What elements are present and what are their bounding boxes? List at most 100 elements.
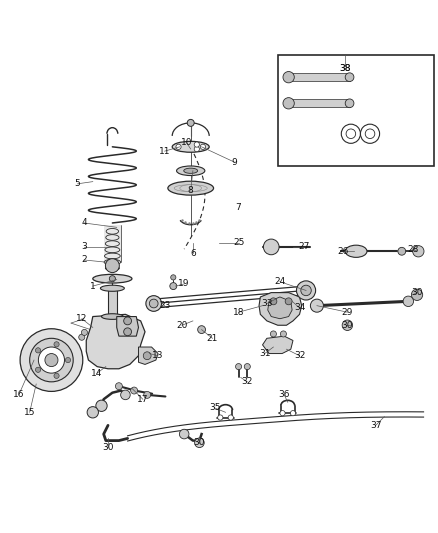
Circle shape [198, 326, 205, 334]
Circle shape [403, 296, 413, 306]
Text: 30: 30 [194, 438, 205, 447]
Circle shape [413, 246, 424, 257]
Ellipse shape [106, 229, 119, 234]
Text: 37: 37 [370, 421, 381, 430]
Text: 36: 36 [279, 390, 290, 399]
Text: 8: 8 [188, 186, 194, 195]
Circle shape [54, 373, 59, 378]
Text: 21: 21 [207, 334, 218, 343]
Text: 32: 32 [294, 351, 305, 360]
Text: 10: 10 [180, 138, 192, 147]
Polygon shape [117, 317, 138, 336]
Circle shape [106, 259, 119, 272]
Polygon shape [259, 293, 302, 325]
Ellipse shape [106, 235, 119, 240]
Ellipse shape [184, 168, 198, 173]
Text: 1: 1 [90, 281, 95, 290]
Circle shape [65, 358, 71, 362]
Circle shape [360, 124, 380, 143]
Polygon shape [268, 297, 292, 319]
Ellipse shape [106, 241, 120, 246]
Text: 38: 38 [339, 64, 351, 73]
Ellipse shape [105, 247, 120, 253]
Ellipse shape [100, 285, 124, 292]
Text: 30: 30 [102, 442, 114, 451]
Circle shape [79, 334, 85, 340]
Text: 12: 12 [76, 314, 88, 323]
Text: 29: 29 [342, 308, 353, 317]
Polygon shape [138, 347, 158, 365]
Circle shape [149, 299, 158, 308]
Circle shape [124, 328, 131, 336]
Circle shape [143, 352, 151, 360]
Text: 17: 17 [137, 395, 148, 403]
Text: 31: 31 [259, 349, 270, 358]
Circle shape [45, 353, 58, 367]
Circle shape [194, 142, 199, 147]
Circle shape [35, 367, 41, 373]
Circle shape [170, 282, 177, 289]
Text: 16: 16 [13, 390, 25, 399]
Text: 23: 23 [159, 301, 170, 310]
Circle shape [30, 338, 73, 382]
Circle shape [35, 348, 41, 353]
Text: 30: 30 [342, 321, 353, 330]
Text: 2: 2 [81, 255, 87, 264]
Circle shape [228, 415, 233, 420]
Circle shape [171, 275, 176, 280]
Text: 7: 7 [236, 203, 241, 212]
Ellipse shape [345, 245, 367, 257]
Bar [278, 55, 434, 166]
Circle shape [345, 73, 354, 82]
Ellipse shape [177, 166, 205, 175]
Ellipse shape [104, 260, 120, 265]
Circle shape [20, 329, 83, 391]
Circle shape [283, 98, 294, 109]
Circle shape [194, 147, 199, 152]
Circle shape [398, 247, 406, 255]
Circle shape [39, 347, 64, 373]
Circle shape [411, 289, 423, 301]
Text: 32: 32 [242, 377, 253, 386]
Circle shape [144, 391, 151, 398]
Bar [289, 73, 350, 81]
Text: 4: 4 [81, 219, 87, 228]
Text: 19: 19 [178, 279, 190, 288]
Text: 33: 33 [261, 299, 272, 308]
Circle shape [146, 296, 162, 311]
Text: 35: 35 [209, 403, 220, 413]
Circle shape [176, 144, 181, 149]
Text: 11: 11 [159, 147, 170, 156]
Circle shape [110, 276, 116, 282]
Circle shape [270, 331, 276, 337]
Circle shape [124, 317, 131, 325]
Circle shape [342, 320, 353, 330]
Circle shape [96, 400, 107, 411]
Circle shape [297, 281, 316, 300]
Circle shape [263, 239, 279, 255]
Text: 27: 27 [298, 243, 310, 252]
Circle shape [194, 438, 204, 448]
Circle shape [218, 415, 223, 420]
Text: 38: 38 [339, 64, 351, 73]
Circle shape [290, 410, 296, 416]
Text: 14: 14 [92, 369, 103, 377]
Ellipse shape [172, 141, 209, 152]
Ellipse shape [93, 274, 132, 283]
Text: 30: 30 [411, 288, 423, 297]
Bar [289, 99, 350, 107]
Circle shape [131, 387, 138, 394]
Circle shape [81, 329, 88, 335]
Circle shape [270, 298, 277, 305]
Text: 3: 3 [81, 243, 87, 252]
Ellipse shape [105, 253, 120, 259]
Circle shape [187, 119, 194, 126]
Circle shape [54, 342, 59, 347]
Circle shape [283, 71, 294, 83]
Text: 5: 5 [74, 179, 81, 188]
Text: 6: 6 [190, 249, 196, 258]
Circle shape [280, 410, 285, 416]
Bar [108, 288, 117, 317]
Circle shape [120, 390, 130, 400]
Circle shape [244, 364, 251, 370]
